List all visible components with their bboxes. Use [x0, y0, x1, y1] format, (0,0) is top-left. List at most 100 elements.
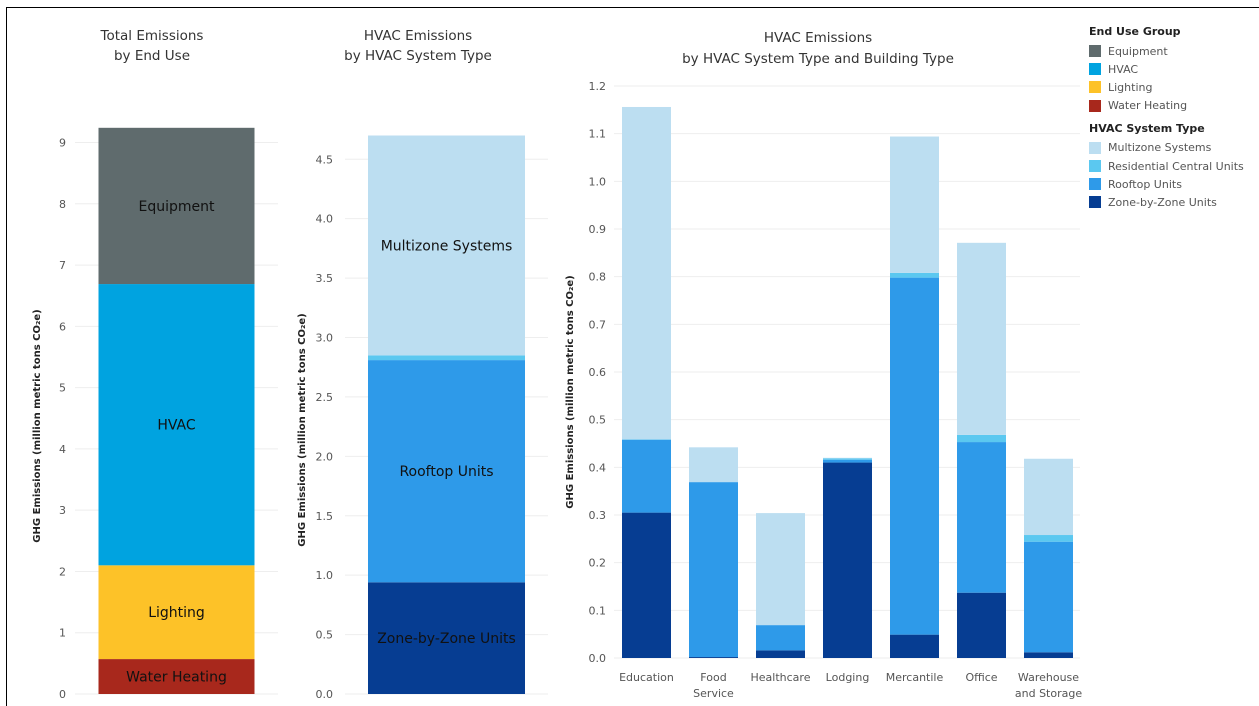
- bar-segment-multizone-systems: [823, 457, 872, 459]
- y-tick-label: 4.0: [316, 213, 334, 226]
- bar-segment-residential-central-units: [823, 458, 872, 460]
- bar-segment-zone-by-zone-units: [756, 650, 805, 658]
- legend-label: Zone-by-Zone Units: [1108, 195, 1217, 209]
- legend-item-zone-by-zone-units[interactable]: Zone-by-Zone Units: [1089, 193, 1257, 211]
- bar-segment-zone-by-zone-units: [823, 462, 872, 658]
- legend-swatch: [1089, 178, 1101, 191]
- y-tick-label: 0.3: [589, 509, 607, 522]
- y-tick-label: 0.4: [589, 461, 607, 474]
- y-tick-label: 0.5: [316, 629, 334, 642]
- y-tick-label: 0.8: [589, 271, 607, 284]
- y-tick-label: 2: [59, 565, 66, 578]
- y-tick-label: 9: [59, 137, 66, 150]
- chart-title: by HVAC System Type and Building Type: [682, 51, 954, 67]
- bar-segment-residential-central-units: [957, 434, 1006, 443]
- category-label: Lodging: [826, 671, 870, 684]
- bar-segment-hvac: [98, 284, 255, 566]
- y-tick-label: 7: [59, 259, 66, 272]
- bar-segment-multizone-systems: [1024, 458, 1073, 536]
- y-tick-label: 0: [59, 688, 66, 701]
- legend-item-rooftop-units[interactable]: Rooftop Units: [1089, 175, 1257, 193]
- bar-segment-rooftop-units: [689, 482, 738, 658]
- legend-item-lighting[interactable]: Lighting: [1089, 78, 1257, 96]
- y-tick-label: 2.5: [316, 391, 334, 404]
- category-label: Education: [619, 671, 674, 684]
- y-tick-label: 2.0: [316, 450, 334, 463]
- y-tick-label: 3.0: [316, 332, 334, 345]
- bar-segment-equipment: [98, 127, 255, 285]
- y-tick-label: 5: [59, 382, 66, 395]
- y-tick-label: 3.5: [316, 272, 334, 285]
- bar-segment-zone-by-zone-units: [1024, 652, 1073, 658]
- legend-label: Water Heating: [1108, 99, 1188, 113]
- y-tick-label: 0.0: [589, 652, 607, 665]
- bar-segment-rooftop-units: [823, 459, 872, 463]
- y-tick-label: 4: [59, 443, 66, 456]
- bar-segment-rooftop-units: [756, 625, 805, 651]
- segment-label-zone-by-zone-units: Zone-by-Zone Units: [377, 631, 516, 647]
- legend: End Use Group Equipment HVAC Lighting Wa…: [1089, 25, 1257, 212]
- y-axis-label: GHG Emissions (million metric tons CO₂e): [565, 275, 576, 508]
- y-tick-label: 4.5: [316, 153, 334, 166]
- category-label: Office: [965, 671, 997, 684]
- frame-top-border: [6, 7, 1259, 8]
- bar-segment-residential-central-units: [622, 439, 671, 440]
- chart-title: by End Use: [114, 48, 190, 64]
- legend-swatch: [1089, 160, 1101, 173]
- legend-swatch: [1089, 63, 1101, 76]
- category-label: Mercantile: [886, 671, 944, 684]
- segment-label-rooftop-units: Rooftop Units: [399, 464, 493, 480]
- y-tick-label: 6: [59, 320, 66, 333]
- bar-segment-rooftop-units: [1024, 541, 1073, 653]
- chart-title: by HVAC System Type: [344, 48, 492, 64]
- y-axis-label: GHG Emissions (million metric tons CO₂e): [297, 313, 308, 546]
- segment-label-hvac: HVAC: [157, 418, 196, 434]
- legend-swatch: [1089, 196, 1101, 209]
- legend-swatch: [1089, 81, 1101, 94]
- y-tick-label: 0.1: [589, 604, 607, 617]
- y-tick-label: 0.6: [589, 366, 607, 379]
- legend-label: HVAC: [1108, 62, 1139, 76]
- bar-segment-residential-central-units: [890, 272, 939, 278]
- frame-left-border: [6, 7, 7, 706]
- bar-segment-rooftop-units: [368, 360, 525, 583]
- legend-label: Lighting: [1108, 80, 1153, 94]
- bar-segment-residential-central-units: [368, 355, 525, 361]
- legend-label: Multizone Systems: [1108, 141, 1212, 155]
- y-tick-label: 8: [59, 198, 66, 211]
- bar-segment-zone-by-zone-units: [368, 582, 525, 694]
- y-tick-label: 1.2: [589, 80, 607, 93]
- bar-segment-multizone-systems: [622, 106, 671, 440]
- category-label: Food: [700, 671, 726, 684]
- bar-segment-multizone-systems: [368, 135, 525, 356]
- bar-segment-rooftop-units: [890, 277, 939, 635]
- legend-swatch: [1089, 45, 1101, 58]
- legend-swatch: [1089, 141, 1101, 154]
- segment-label-multizone-systems: Multizone Systems: [381, 238, 513, 254]
- y-tick-label: 0.9: [589, 223, 607, 236]
- y-tick-label: 0.5: [589, 414, 607, 427]
- y-tick-label: 3: [59, 504, 66, 517]
- legend-item-residential-central-units[interactable]: Residential Central Units: [1089, 157, 1257, 175]
- bar-segment-rooftop-units: [957, 442, 1006, 593]
- legend-item-multizone-systems[interactable]: Multizone Systems: [1089, 139, 1257, 157]
- legend-label: Residential Central Units: [1108, 159, 1244, 173]
- y-tick-label: 1.5: [316, 510, 334, 523]
- segment-label-equipment: Equipment: [139, 199, 216, 215]
- legend-swatch: [1089, 99, 1101, 112]
- bar-segment-zone-by-zone-units: [957, 592, 1006, 658]
- bar-segment-rooftop-units: [622, 439, 671, 513]
- legend-item-equipment[interactable]: Equipment: [1089, 42, 1257, 60]
- legend-item-water-heating[interactable]: Water Heating: [1089, 97, 1257, 115]
- chart-title: Total Emissions: [100, 28, 204, 44]
- legend-hvac-title: HVAC System Type: [1089, 121, 1205, 135]
- bar-segment-water-heating: [98, 659, 255, 694]
- bar-segment-lighting: [98, 565, 255, 660]
- y-tick-label: 1: [59, 627, 66, 640]
- y-tick-label: 1.0: [316, 569, 334, 582]
- y-tick-label: 0.7: [589, 318, 607, 331]
- y-tick-label: 0.0: [316, 688, 334, 701]
- bar-segment-zone-by-zone-units: [890, 634, 939, 658]
- legend-item-hvac[interactable]: HVAC: [1089, 60, 1257, 78]
